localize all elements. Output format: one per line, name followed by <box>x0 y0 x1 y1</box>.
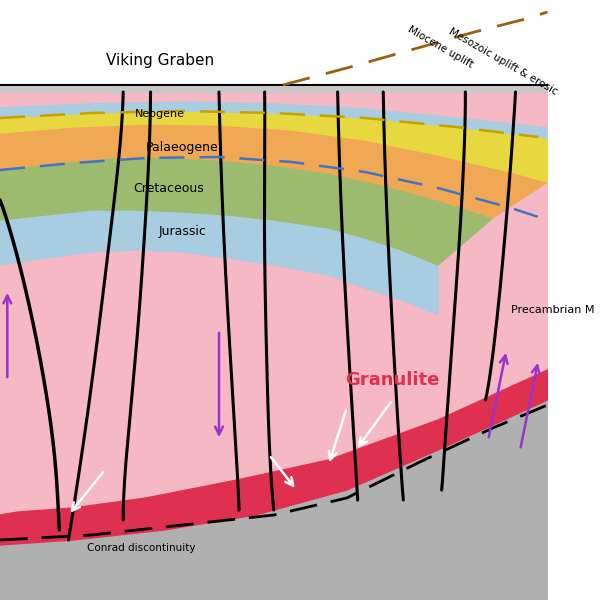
Polygon shape <box>0 111 548 182</box>
Polygon shape <box>0 400 548 600</box>
Polygon shape <box>0 0 548 85</box>
Text: Palaeogene: Palaeogene <box>146 142 219 154</box>
Text: Jurassic: Jurassic <box>158 226 206 238</box>
Polygon shape <box>0 210 438 315</box>
Text: Cretaceous: Cretaceous <box>133 181 204 194</box>
Text: Viking Graben: Viking Graben <box>106 52 214 67</box>
Polygon shape <box>0 157 493 265</box>
Text: Precambrian M: Precambrian M <box>511 305 595 315</box>
Text: Granulite: Granulite <box>345 371 440 389</box>
Text: Conrad discontinuity: Conrad discontinuity <box>86 543 195 553</box>
Polygon shape <box>0 102 548 138</box>
Polygon shape <box>0 124 548 218</box>
Text: Mesozoic uplift & erosic: Mesozoic uplift & erosic <box>447 27 559 97</box>
Polygon shape <box>0 85 548 600</box>
Polygon shape <box>0 85 548 92</box>
Polygon shape <box>0 370 548 545</box>
Text: Miocene uplift: Miocene uplift <box>406 24 475 70</box>
Text: Neogene: Neogene <box>134 109 185 119</box>
